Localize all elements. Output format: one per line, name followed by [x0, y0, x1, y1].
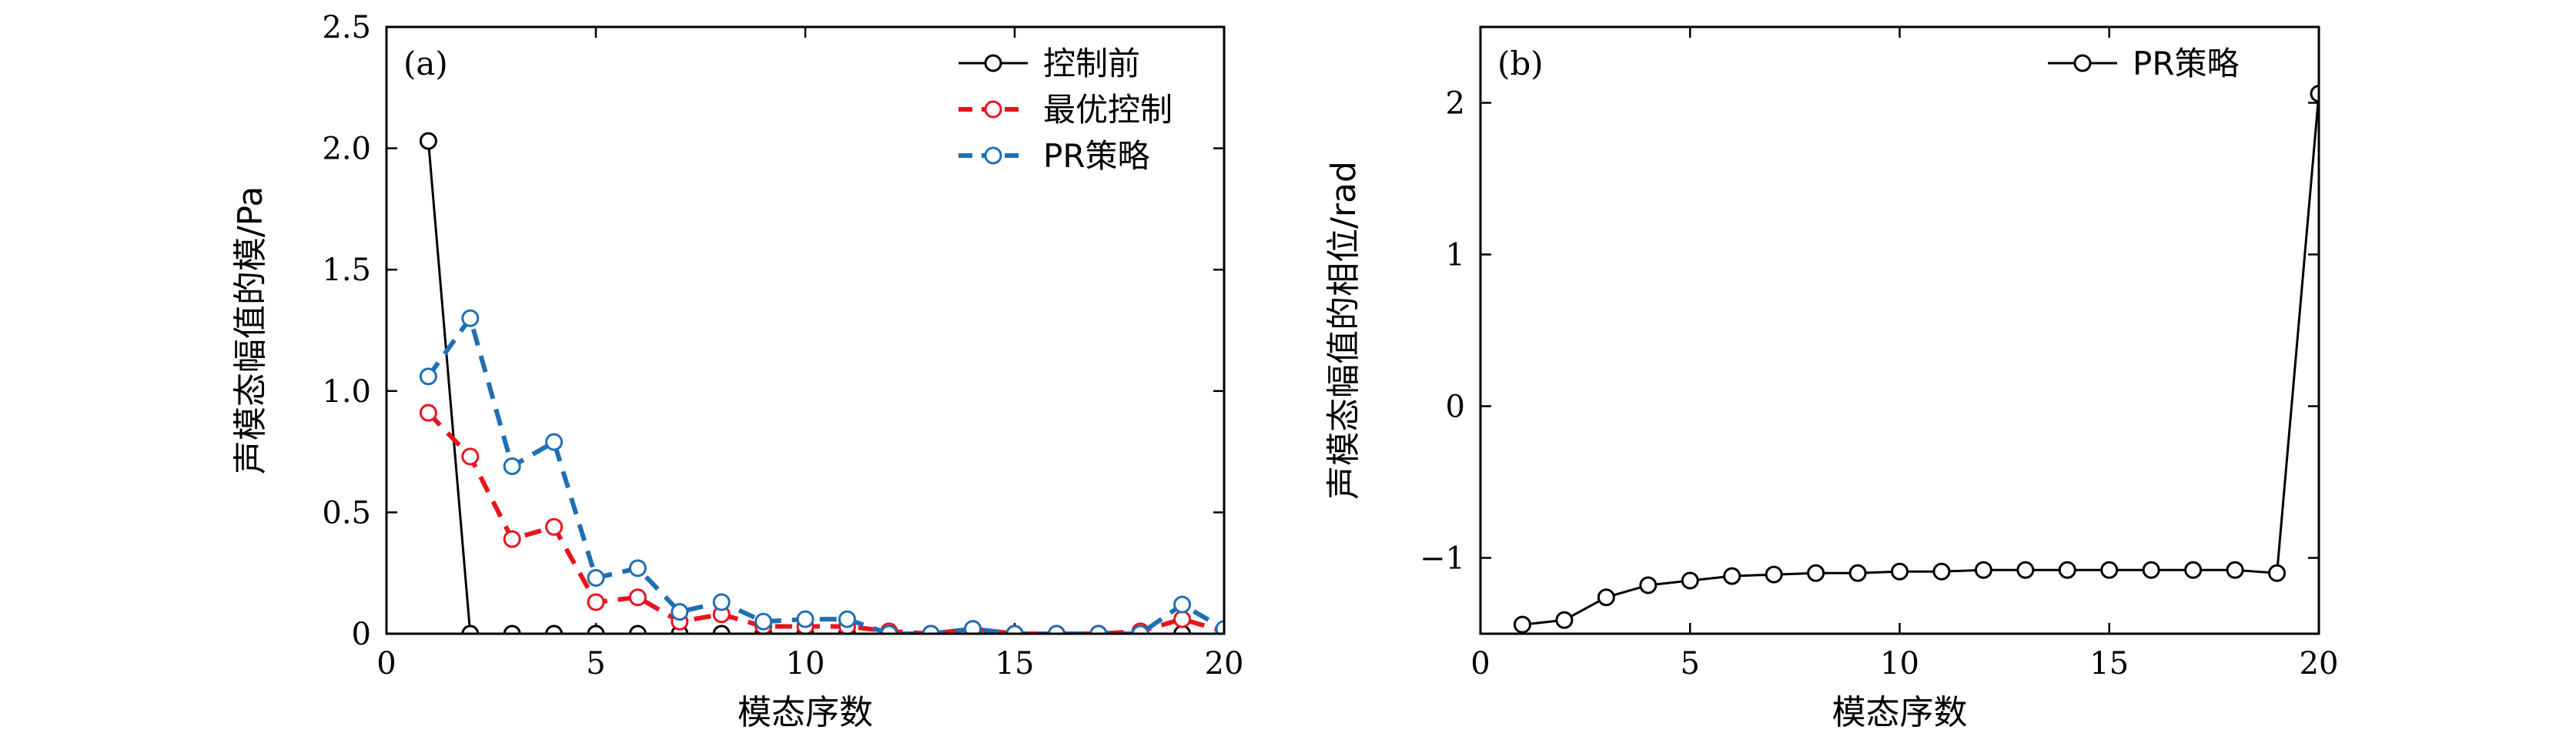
data-point: [628, 588, 647, 607]
data-point: [922, 624, 940, 634]
data-point: [628, 624, 647, 634]
data-point: [2016, 561, 2035, 579]
data-point: [2142, 561, 2160, 579]
x-tick-label: 20: [2300, 646, 2339, 681]
data-point: [2310, 85, 2319, 103]
data-point: [712, 624, 731, 634]
data-point: [1173, 595, 1192, 614]
data-point: [1513, 615, 1531, 634]
data-point: [461, 309, 480, 327]
y-tick-label: 2.0: [322, 132, 371, 167]
y-axis-title: 声模态幅值的模/Pa: [231, 186, 270, 474]
data-point: [545, 624, 564, 634]
plot-area: [1513, 85, 2319, 634]
x-tick-label: 5: [1681, 646, 1700, 681]
plot-area: [419, 132, 1224, 634]
data-point: [838, 610, 856, 628]
data-point: [880, 624, 898, 634]
x-tick-label: 20: [1205, 646, 1244, 681]
legend-entry: 控制前: [1043, 45, 1140, 82]
data-point: [503, 457, 521, 476]
plot-frame: [1479, 25, 2320, 635]
y-axis-title: 声模态幅值的相位/rad: [1324, 161, 1363, 500]
data-point: [964, 620, 982, 634]
series-line-3: [426, 313, 1224, 634]
data-point: [419, 367, 437, 386]
data-point: [503, 530, 521, 548]
y-tick-label: 0: [1446, 390, 1465, 425]
data-point: [1555, 611, 1574, 629]
data-point: [2184, 561, 2203, 579]
data-point: [754, 612, 773, 631]
data-point: [1215, 620, 1224, 634]
data-point: [1723, 567, 1741, 585]
legend-entry: 最优控制: [1043, 91, 1173, 129]
data-point: [587, 593, 605, 611]
legend-marker: [984, 100, 1002, 119]
x-tick-label: 15: [995, 646, 1035, 681]
x-tick-label: 0: [376, 646, 396, 681]
y-tick-label: 1.5: [322, 253, 371, 288]
data-point: [587, 569, 605, 588]
data-point: [1848, 564, 1867, 582]
data-point: [712, 593, 731, 611]
legend-marker: [2073, 54, 2092, 72]
legend-entry: PR策略: [1043, 137, 1150, 175]
data-point: [1131, 624, 1149, 634]
x-tick-label: 5: [586, 646, 605, 681]
data-point: [1597, 588, 1615, 607]
y-tick-label: 2.5: [322, 10, 371, 45]
data-point: [1974, 561, 1992, 579]
data-point: [628, 559, 647, 578]
y-tick-label: −1: [1420, 541, 1465, 577]
legend-marker: [984, 54, 1002, 72]
data-point: [1173, 610, 1192, 628]
x-tick-label: 10: [1880, 646, 1919, 681]
data-point: [545, 517, 564, 536]
x-tick-label: 0: [1470, 646, 1490, 681]
data-point: [419, 132, 437, 150]
legend-marker: [984, 146, 1002, 165]
y-tick-label: 1: [1446, 238, 1465, 273]
panel-label: (a): [403, 45, 448, 82]
data-point: [1932, 562, 1951, 581]
data-point: [1047, 624, 1066, 634]
data-point: [1807, 564, 1825, 582]
legend-entry: PR策略: [2133, 45, 2240, 82]
data-point: [1089, 624, 1108, 634]
data-point: [587, 624, 605, 634]
data-point: [1891, 562, 1909, 581]
x-axis-title: 模态序数: [738, 693, 873, 732]
x-tick-label: 15: [2089, 646, 2129, 681]
x-tick-label: 10: [786, 646, 825, 681]
data-point: [2100, 561, 2119, 579]
x-axis-title: 模态序数: [1832, 693, 1968, 732]
data-point: [1639, 576, 1658, 594]
series-line-1: [427, 140, 1224, 634]
panel-label: (b): [1497, 45, 1544, 82]
data-point: [1765, 565, 1783, 584]
data-point: [419, 403, 437, 422]
data-point: [545, 433, 564, 451]
data-point: [503, 624, 521, 634]
y-tick-label: 2: [1446, 86, 1465, 122]
data-point: [461, 624, 480, 634]
y-tick-label: 0: [352, 617, 371, 652]
series-line-1: [1522, 93, 2319, 626]
data-point: [1681, 571, 1699, 590]
data-point: [2226, 561, 2244, 579]
data-point: [796, 610, 815, 628]
data-point: [2268, 564, 2287, 582]
data-point: [1005, 624, 1024, 634]
plot-frame: [385, 25, 1226, 635]
data-point: [671, 603, 689, 621]
data-point: [461, 447, 480, 466]
y-tick-label: 0.5: [322, 495, 371, 531]
y-tick-label: 1.0: [322, 374, 371, 410]
data-point: [2058, 561, 2076, 579]
